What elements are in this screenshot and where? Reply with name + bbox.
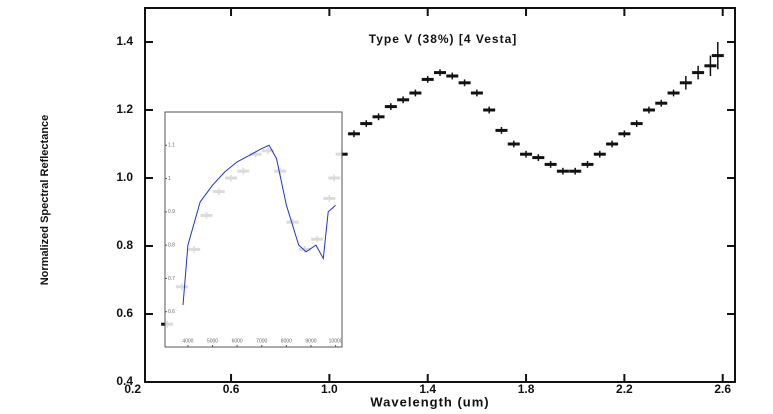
inset-y-tick-label: 0.9 [168,209,175,215]
inset-x-tick-label: 5000 [207,338,218,344]
y-axis-label: Normalized Spectral Reflectance [39,115,51,286]
x-tick-label: 1.8 [518,382,535,396]
x-tick-label: 2.2 [616,382,633,396]
y-tick-label: 0.4 [116,374,133,388]
inset-x-tick-label: 6000 [232,338,243,344]
inset-y-tick-label: 0.8 [168,242,175,248]
y-tick-label: 0.8 [116,238,133,252]
inset-frame [164,111,343,348]
inset-x-tick-label: 8000 [281,338,292,344]
y-tick-label: 1.2 [116,102,133,116]
y-tick-label: 1.4 [116,34,133,48]
y-tick-label: 0.6 [116,306,133,320]
inset-x-tick-label: 7000 [256,338,267,344]
inset-y-tick-label: 1 [168,176,171,182]
x-tick-label: 0.6 [223,382,240,396]
x-tick-label: 0.2 [124,382,141,396]
inset-x-tick-label: 10000 [329,338,343,344]
inset-y-tick-label: 1.1 [168,143,175,149]
inset-y-tick-label: 0.7 [168,276,175,282]
inset-y-tick-label: 0.6 [168,309,175,315]
inset-x-tick-label: 4000 [182,338,193,344]
x-axis-label: Wavelength (um) [370,394,489,409]
chart-title: Type V (38%) [4 Vesta] [369,32,518,46]
x-tick-label: 2.6 [714,382,731,396]
y-tick-label: 1.0 [116,170,133,184]
inset-x-tick-label: 9000 [305,338,316,344]
plot-frame [144,7,736,383]
inset-line [182,144,336,306]
x-tick-label: 1.0 [321,382,338,396]
x-tick-label: 1.4 [419,382,436,396]
